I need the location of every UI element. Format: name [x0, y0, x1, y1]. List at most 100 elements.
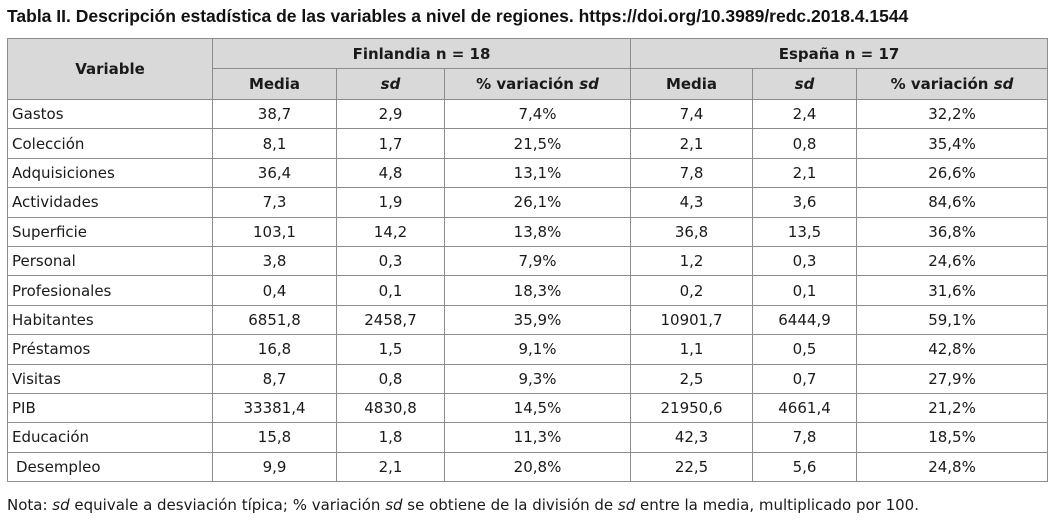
cell-fin-sd: 0,3	[336, 245, 445, 277]
cell-esp-media: 7,8	[630, 157, 754, 189]
table-caption: Tabla II. Descripción estadística de las…	[7, 6, 909, 26]
cell-fin-pct: 13,1%	[443, 157, 632, 189]
cell-esp-media: 42,3	[630, 422, 754, 453]
cell-fin-sd: 1,7	[336, 128, 445, 159]
subheader-pct-espana: % variación sd	[856, 68, 1049, 100]
cell-fin-media: 33381,4	[212, 392, 337, 424]
group-header-espana: España n = 17	[630, 38, 1049, 69]
subheader-sd-label: sd	[794, 75, 815, 93]
cell-fin-media: 6851,8	[212, 304, 337, 336]
cell-fin-pct: 18,3%	[443, 275, 632, 306]
cell-variable: Desempleo	[7, 451, 213, 483]
note-prefix: Nota:	[7, 496, 53, 514]
subheader-pct-prefix: % variación	[476, 75, 574, 93]
cell-esp-pct: 24,6%	[856, 245, 1049, 277]
cell-esp-sd: 2,1	[752, 157, 858, 189]
subheader-media-finlandia: Media	[212, 68, 337, 100]
subheader-pct-sd: sd	[993, 75, 1014, 93]
table-row: Adquisiciones 36,4 4,8 13,1% 7,8 2,1 26,6%	[7, 157, 1049, 189]
cell-fin-pct: 35,9%	[443, 304, 632, 336]
cell-esp-media: 10901,7	[630, 304, 754, 336]
cell-esp-media: 0,2	[630, 275, 754, 306]
cell-variable: Adquisiciones	[7, 157, 213, 189]
cell-fin-media: 8,7	[212, 363, 337, 394]
table-row: Desempleo 9,9 2,1 20,8% 22,5 5,6 24,8%	[7, 451, 1049, 483]
table-row: Profesionales 0,4 0,1 18,3% 0,2 0,1 31,6%	[7, 275, 1049, 306]
table-body: Gastos 38,7 2,9 7,4% 7,4 2,4 32,2% Colección 8,1…	[7, 98, 1049, 483]
cell-fin-pct: 11,3%	[443, 422, 632, 453]
cell-fin-media: 103,1	[212, 216, 337, 247]
cell-fin-media: 36,4	[212, 157, 337, 189]
subheader-sd-label: sd	[380, 75, 401, 93]
subheader-sd-finlandia: sd	[336, 68, 445, 100]
cell-fin-sd: 14,2	[336, 216, 445, 247]
table-row: Personal 3,8 0,3 7,9% 1,2 0,3 24,6%	[7, 245, 1049, 277]
cell-esp-pct: 32,2%	[856, 98, 1049, 130]
table-row: Superficie 103,1 14,2 13,8% 36,8 13,5 36,8%	[7, 216, 1049, 247]
cell-fin-sd: 2,9	[336, 98, 445, 130]
table-row: Gastos 38,7 2,9 7,4% 7,4 2,4 32,2%	[7, 98, 1049, 130]
subheader-pct-prefix: % variación	[890, 75, 989, 93]
cell-fin-media: 38,7	[212, 98, 337, 130]
cell-fin-media: 16,8	[212, 334, 337, 365]
cell-fin-media: 9,9	[212, 451, 337, 483]
table-row: Colección 8,1 1,7 21,5% 2,1 0,8 35,4%	[7, 128, 1049, 159]
cell-esp-sd: 0,7	[752, 363, 858, 394]
cell-esp-sd: 6444,9	[752, 304, 858, 336]
cell-fin-sd: 2,1	[336, 451, 445, 483]
cell-esp-media: 36,8	[630, 216, 754, 247]
cell-variable: Colección	[7, 128, 213, 159]
cell-fin-sd: 1,9	[336, 187, 445, 218]
cell-esp-sd: 3,6	[752, 187, 858, 218]
cell-esp-pct: 84,6%	[856, 187, 1049, 218]
cell-esp-pct: 42,8%	[856, 334, 1049, 365]
cell-esp-sd: 4661,4	[752, 392, 858, 424]
note-text: equivale a desviación típica; % variació…	[69, 496, 386, 514]
cell-fin-media: 15,8	[212, 422, 337, 453]
cell-fin-sd: 2458,7	[336, 304, 445, 336]
cell-fin-sd: 4,8	[336, 157, 445, 189]
cell-variable: Habitantes	[7, 304, 213, 336]
note-sd: sd	[385, 496, 403, 514]
cell-esp-media: 21950,6	[630, 392, 754, 424]
note-sd: sd	[52, 496, 70, 514]
variable-header: Variable	[7, 38, 213, 100]
cell-fin-pct: 7,9%	[443, 245, 632, 277]
cell-fin-media: 8,1	[212, 128, 337, 159]
cell-esp-pct: 36,8%	[856, 216, 1049, 247]
cell-esp-sd: 2,4	[752, 98, 858, 130]
note-text: se obtiene de la división de	[402, 496, 618, 514]
cell-fin-sd: 1,8	[336, 422, 445, 453]
cell-fin-pct: 7,4%	[443, 98, 632, 130]
cell-variable: Superficie	[7, 216, 213, 247]
cell-fin-media: 7,3	[212, 187, 337, 218]
cell-esp-media: 2,1	[630, 128, 754, 159]
cell-fin-sd: 1,5	[336, 334, 445, 365]
cell-fin-media: 0,4	[212, 275, 337, 306]
cell-esp-media: 2,5	[630, 363, 754, 394]
cell-esp-sd: 13,5	[752, 216, 858, 247]
cell-variable: Actividades	[7, 187, 213, 218]
table-row: Educación 15,8 1,8 11,3% 42,3 7,8 18,5%	[7, 422, 1049, 453]
cell-esp-sd: 7,8	[752, 422, 858, 453]
cell-variable: Gastos	[7, 98, 213, 130]
statistics-table: Variable Finlandia n = 18 España n = 17 …	[7, 38, 1049, 483]
subheader-media-espana: Media	[630, 68, 754, 100]
cell-esp-pct: 27,9%	[856, 363, 1049, 394]
cell-variable: Visitas	[7, 363, 213, 394]
cell-esp-pct: 26,6%	[856, 157, 1049, 189]
cell-variable: Préstamos	[7, 334, 213, 365]
table-note: Nota: sd equivale a desviación típica; %…	[7, 496, 919, 514]
cell-fin-sd: 4830,8	[336, 392, 445, 424]
cell-fin-pct: 26,1%	[443, 187, 632, 218]
cell-esp-sd: 5,6	[752, 451, 858, 483]
cell-esp-media: 1,1	[630, 334, 754, 365]
cell-fin-media: 3,8	[212, 245, 337, 277]
cell-esp-pct: 21,2%	[856, 392, 1049, 424]
cell-esp-pct: 59,1%	[856, 304, 1049, 336]
cell-fin-pct: 13,8%	[443, 216, 632, 247]
table-row: Actividades 7,3 1,9 26,1% 4,3 3,6 84,6%	[7, 187, 1049, 218]
cell-esp-pct: 31,6%	[856, 275, 1049, 306]
cell-fin-pct: 14,5%	[443, 392, 632, 424]
cell-esp-pct: 24,8%	[856, 451, 1049, 483]
